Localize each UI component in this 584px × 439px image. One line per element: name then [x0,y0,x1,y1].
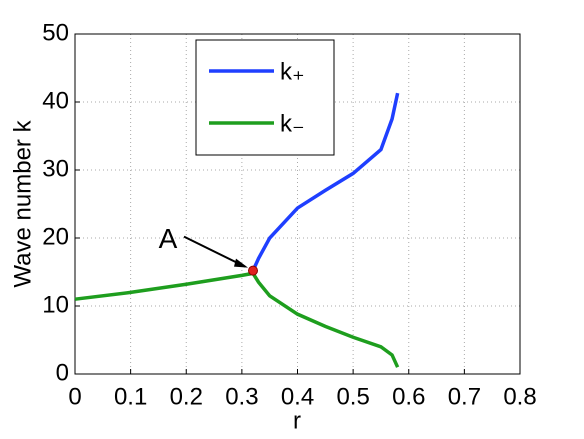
x-tick-label: 0.5 [336,383,369,410]
x-tick-label: 0.7 [448,383,481,410]
series-line [74,271,400,368]
legend-box [195,39,335,156]
y-tick-label: 30 [42,155,69,182]
y-axis-label: Wave number k [9,119,36,287]
x-tick-label: 0.2 [170,383,203,410]
y-tick-label: 40 [42,87,69,114]
x-tick-label: 0.6 [392,383,425,410]
series-line [251,92,400,272]
x-tick-label: 0.3 [225,383,258,410]
x-tick-label: 0.4 [281,383,314,410]
annotation-text: A [159,223,178,254]
arrow-head [234,258,248,268]
x-tick-label: 0 [68,383,81,410]
legend-label: k₊ [280,58,305,85]
x-axis-label: r [293,407,301,434]
marker-point [248,265,258,276]
annotation-arrow [183,235,246,268]
y-tick-label: 0 [56,359,69,386]
x-tick-label: 0.8 [503,383,536,410]
y-tick-label: 50 [42,19,69,46]
y-tick-label: 10 [42,291,69,318]
y-tick-label: 20 [42,223,69,250]
x-tick-label: 0.1 [114,383,147,410]
plot-frame [74,33,521,375]
legend-label: k₋ [280,110,305,137]
